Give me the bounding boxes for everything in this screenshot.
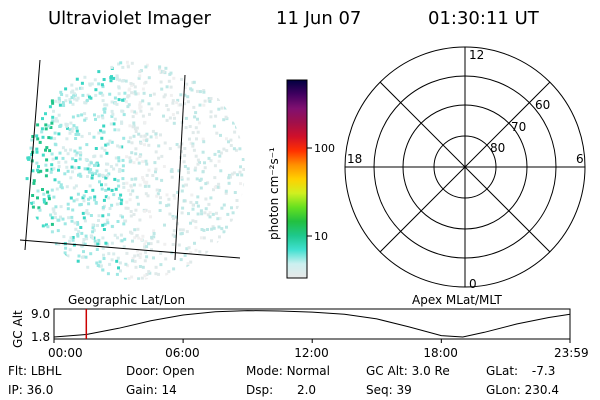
time-label: 01:30:11 UT xyxy=(428,8,539,29)
altitude-chart-frame xyxy=(53,308,571,340)
mlt-label-12: 12 xyxy=(469,48,484,62)
colorbar-tick-label-10: 10 xyxy=(314,230,328,243)
apex-map-label: Apex MLat/MLT xyxy=(412,293,502,307)
xtick-label: 06:00 xyxy=(165,346,200,360)
geo-map-label: Geographic Lat/Lon xyxy=(68,293,185,307)
uv-image-disk xyxy=(19,59,245,280)
altitude-axis-label: GC Alt xyxy=(11,310,25,348)
status-glat: GLat: -7.3 xyxy=(486,364,556,378)
status-glon: GLon: 230.4 xyxy=(486,383,559,397)
polar-grid xyxy=(344,46,586,288)
status-gain: Gain: 14 xyxy=(126,383,177,397)
colorbar-tick-label-100: 100 xyxy=(314,142,335,155)
polar-diagonal-2 xyxy=(379,81,551,253)
ytick-label-1-8: 1.8 xyxy=(31,330,50,344)
colorbar-unit-label: photon cm⁻²s⁻¹ xyxy=(267,147,281,240)
status-flt: Flt: LBHL xyxy=(8,364,62,378)
colorbar: 100 10 photon cm⁻²s⁻¹ xyxy=(267,79,335,279)
app-title: Ultraviolet Imager xyxy=(48,8,211,29)
mlt-label-6: 6 xyxy=(576,152,584,166)
polar-labels: 12 0 18 6 60 70 80 xyxy=(347,48,584,291)
geo-longitude-line-left xyxy=(24,59,41,251)
status-door: Door: Open xyxy=(126,364,195,378)
mlat-label-80: 80 xyxy=(490,141,505,155)
xtick-label: 23:59 xyxy=(554,346,589,360)
mlt-label-18: 18 xyxy=(347,152,362,166)
ytick-label-9: 9.0 xyxy=(31,307,50,321)
status-dsp: Dsp: 2.0 xyxy=(246,383,317,397)
xtick-label: 00:00 xyxy=(48,346,83,360)
status-mode: Mode: Normal xyxy=(246,364,330,378)
status-ip: IP: 36.0 xyxy=(8,383,54,397)
mlt-label-0: 0 xyxy=(469,277,477,291)
status-gc-alt: GC Alt: 3.0 Re xyxy=(366,364,450,378)
mlat-label-70: 70 xyxy=(511,120,526,134)
mlat-label-60: 60 xyxy=(535,98,550,112)
altitude-chart: GC Alt 9.0 1.8 00:00 06:00 12:00 18:00 23:59 xyxy=(11,307,589,360)
altitude-series-line xyxy=(53,310,571,338)
date-label: 11 Jun 07 xyxy=(276,8,362,29)
colorbar-gradient xyxy=(286,79,308,279)
xtick-label: 18:00 xyxy=(423,346,458,360)
geo-latitude-line xyxy=(19,239,241,259)
status-seq: Seq: 39 xyxy=(366,383,412,397)
geo-longitude-line-right xyxy=(174,74,186,261)
xtick-label: 12:00 xyxy=(294,346,329,360)
